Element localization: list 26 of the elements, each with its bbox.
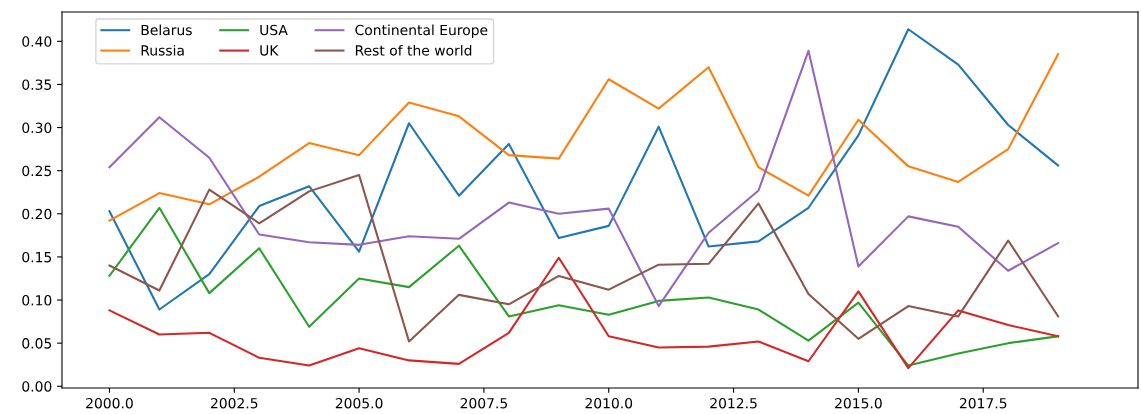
y-tick-label: 0.05 bbox=[22, 338, 52, 349]
line-series bbox=[108, 173, 1060, 343]
line-series bbox=[108, 256, 1060, 370]
legend-label: Belarus bbox=[141, 24, 192, 36]
legend-label: UK bbox=[260, 45, 279, 56]
legend-label: Rest of the world bbox=[355, 44, 472, 56]
line-series bbox=[108, 206, 1060, 367]
y-tick-label: 0.10 bbox=[22, 295, 52, 306]
y-tick-label: 0.20 bbox=[22, 208, 52, 220]
y-tick-label: 0.30 bbox=[22, 122, 52, 134]
y-tick-label: 0.00 bbox=[22, 381, 52, 392]
y-tick-label: 0.40 bbox=[22, 36, 52, 47]
x-tick-label: 2010.0 bbox=[585, 397, 633, 409]
y-tick-label: 0.15 bbox=[22, 251, 52, 263]
x-tick-label: 2012.5 bbox=[710, 397, 757, 409]
x-tick-label: 2007.5 bbox=[460, 397, 507, 409]
y-tick-label: 0.25 bbox=[22, 165, 52, 177]
legend-label: Russia bbox=[141, 44, 184, 56]
legend-label: USA bbox=[260, 24, 288, 36]
x-tick-label: 2002.5 bbox=[210, 397, 258, 409]
x-tick-label: 2017.5 bbox=[959, 397, 1007, 409]
legend-label: Continental Europe bbox=[355, 24, 488, 38]
x-tick-label: 2015.0 bbox=[835, 397, 882, 409]
y-tick-label: 0.35 bbox=[22, 79, 52, 90]
x-tick-label: 2000.0 bbox=[86, 397, 133, 409]
x-tick-label: 2005.0 bbox=[335, 397, 383, 409]
